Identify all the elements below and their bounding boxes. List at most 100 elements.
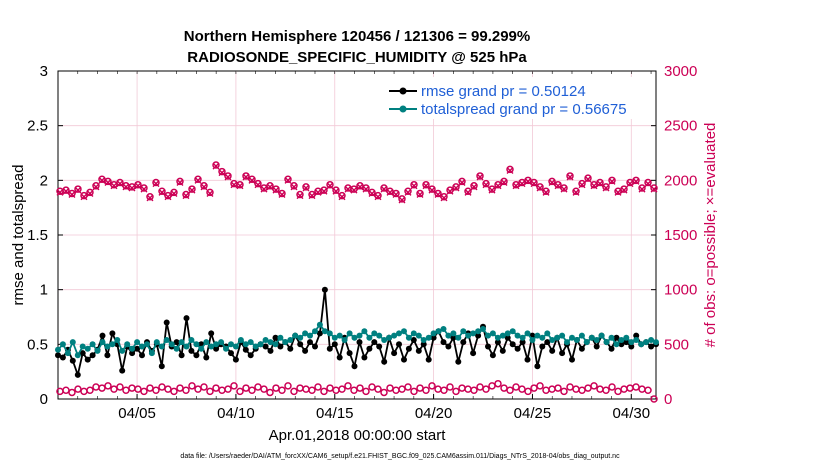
y-tick-label: 0.5 — [27, 336, 48, 353]
rmse-point — [158, 363, 165, 370]
possible-marker — [326, 180, 334, 189]
rmse-point — [316, 330, 323, 337]
totalspread-point — [569, 334, 575, 341]
rmse-point — [396, 341, 402, 348]
rmse-point — [494, 339, 501, 346]
possible_low-marker — [140, 387, 148, 396]
rmse-point — [371, 339, 378, 346]
possible_low-marker — [104, 382, 112, 390]
evaluated-marker — [116, 180, 124, 188]
y-axis-label: rmse and totalspread — [10, 165, 27, 306]
possible-marker — [620, 185, 628, 193]
totalspread-point — [89, 341, 96, 348]
evaluated-marker — [242, 173, 250, 181]
totalspread-point — [509, 328, 516, 335]
evaluated-marker — [392, 191, 400, 199]
rmse-point — [79, 350, 86, 357]
totalspread-point — [381, 337, 388, 343]
totalspread-point — [628, 339, 635, 346]
possible_low-marker — [422, 386, 430, 395]
possible-marker — [362, 184, 370, 192]
possible-marker — [506, 165, 514, 174]
totalspread-point — [608, 334, 615, 341]
evaluated-marker — [170, 189, 178, 197]
footer-datafile: data file: /Users/raeder/DAI/ATM_forcXX/… — [180, 453, 620, 460]
possible-marker — [458, 177, 466, 186]
totalspread-point — [643, 339, 650, 346]
y-tick-label: 0 — [40, 391, 48, 408]
possible-marker — [470, 182, 478, 190]
evaluated-marker — [176, 179, 184, 187]
totalspread-point — [534, 332, 541, 339]
possible_low-marker — [380, 388, 388, 397]
rmse-point — [633, 332, 640, 339]
totalspread-point — [144, 341, 150, 348]
evaluated-marker — [158, 188, 166, 196]
evaluated-marker — [104, 179, 112, 187]
evaluated-marker — [626, 180, 634, 188]
evaluated-marker — [290, 183, 298, 191]
totalspread-point — [203, 339, 210, 346]
possible_low-marker — [290, 387, 298, 396]
possible_low-marker — [506, 386, 514, 395]
totalspread-point — [351, 334, 358, 341]
rmse-point — [405, 345, 412, 352]
possible-marker — [158, 187, 166, 196]
possible_low-marker — [494, 379, 502, 388]
possible-marker — [134, 180, 142, 189]
totalspread-point — [134, 339, 141, 346]
totalspread-point — [119, 347, 126, 354]
rmse-point — [272, 334, 279, 341]
possible-marker — [632, 176, 640, 185]
evaluated-marker — [182, 192, 190, 200]
totalspread-point — [242, 341, 249, 348]
rmse-point — [410, 337, 417, 343]
totalspread-point — [465, 332, 472, 339]
rmse-point — [509, 341, 516, 348]
totalspread-point — [386, 334, 393, 341]
evaluated-marker — [470, 183, 478, 191]
possible-marker — [176, 177, 184, 186]
possible_low-marker — [338, 385, 346, 393]
possible_low-marker — [428, 382, 436, 390]
totalspread-point — [331, 334, 338, 341]
possible-marker — [152, 178, 160, 187]
rmse-point — [628, 343, 635, 350]
totalspread-point — [198, 345, 205, 352]
evaluated-marker — [488, 186, 496, 194]
rmse-point — [99, 332, 106, 339]
evaluated-marker — [218, 169, 226, 177]
evaluated-marker — [164, 193, 172, 201]
totalspread-point — [499, 332, 506, 339]
evaluated-marker — [362, 185, 370, 193]
totalspread-point — [124, 341, 131, 348]
possible-marker — [278, 189, 286, 198]
possible-marker — [638, 184, 646, 192]
rmse-point — [55, 352, 61, 359]
possible_low-marker — [170, 387, 178, 396]
possible-marker — [572, 187, 580, 196]
totalspread-point — [297, 334, 304, 341]
totalspread-point — [588, 334, 595, 341]
evaluated-marker — [350, 186, 358, 194]
possible-marker — [194, 175, 202, 183]
possible_low-marker — [602, 386, 610, 395]
totalspread-point — [554, 334, 561, 341]
possible_low-marker — [314, 383, 322, 391]
y-tick-label: 2.5 — [27, 118, 48, 135]
totalspread-point — [148, 350, 155, 357]
evaluated-marker — [428, 186, 436, 194]
totalspread-point — [104, 343, 111, 350]
series-layer — [55, 161, 659, 403]
possible_low-marker — [68, 388, 76, 397]
rmse-point — [232, 356, 239, 363]
evaluated-marker — [284, 176, 292, 184]
possible-marker — [368, 188, 376, 197]
totalspread-point — [401, 328, 407, 335]
possible-marker — [398, 195, 406, 203]
possible-marker — [206, 188, 214, 197]
possible-marker — [410, 180, 418, 189]
evaluated-marker — [236, 182, 244, 190]
possible_low-marker — [266, 388, 274, 397]
